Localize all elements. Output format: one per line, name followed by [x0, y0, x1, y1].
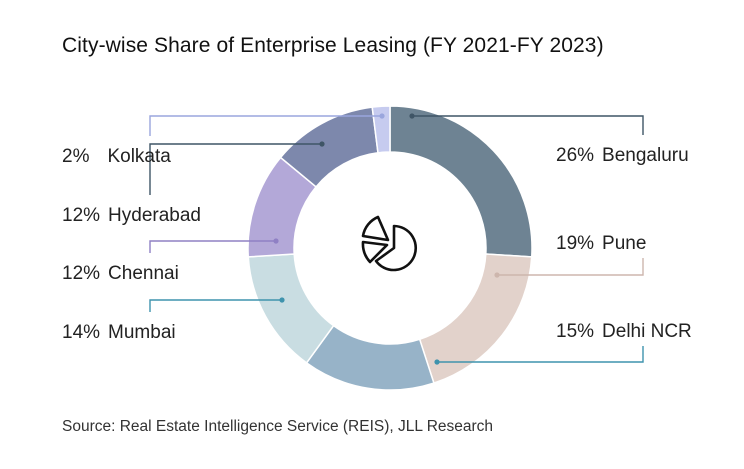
slice-labels: 26% Bengaluru 19% Pune 15% Delhi NCR 14% Mumbai… [62, 145, 692, 343]
slice-value-pune: 19% [556, 233, 594, 254]
slice-label-delhi-ncr: 15% Delhi NCR [556, 321, 692, 342]
slice-name-delhi-ncr: Delhi NCR [602, 321, 692, 342]
leader-line-hyderabad [149, 143, 322, 195]
slice-label-bengaluru: 26% Bengaluru [556, 145, 689, 166]
slice-name-kolkata: Kolkata [107, 146, 171, 167]
slice-label-pune: 19% Pune [556, 233, 646, 254]
leader-line-delhi-ncr [437, 346, 644, 363]
donut-slices [247, 105, 533, 391]
chart-title: City-wise Share of Enterprise Leasing (F… [62, 34, 604, 57]
leader-line-bengaluru [412, 115, 644, 135]
slice-name-hyderabad: Hyderabad [108, 205, 201, 226]
leader-line-pune [497, 258, 644, 276]
leader-line-chennai [149, 240, 276, 253]
slice-name-mumbai: Mumbai [108, 322, 176, 343]
slice-label-chennai: 12% Chennai [62, 263, 179, 284]
slice-name-chennai: Chennai [108, 263, 179, 284]
slice-kolkata [371, 105, 391, 154]
leader-lines [149, 113, 644, 365]
slice-value-delhi-ncr: 15% [556, 321, 594, 342]
pie-chart-icon [361, 215, 418, 272]
leader-line-mumbai [149, 299, 282, 312]
slice-value-kolkata: 2% [62, 146, 90, 167]
slice-name-pune: Pune [602, 233, 646, 254]
leader-line-kolkata [149, 115, 382, 136]
slice-label-kolkata: 2% Kolkata [62, 146, 171, 167]
slice-value-bengaluru: 26% [556, 145, 594, 166]
slice-value-chennai: 12% [62, 263, 100, 284]
source-note: Source: Real Estate Intelligence Service… [62, 418, 494, 435]
slice-name-bengaluru: Bengaluru [602, 145, 689, 166]
slice-value-hyderabad: 12% [62, 205, 100, 226]
slice-label-hyderabad: 12% Hyderabad [62, 205, 201, 226]
slice-value-mumbai: 14% [62, 322, 100, 343]
slice-label-mumbai: 14% Mumbai [62, 322, 176, 343]
